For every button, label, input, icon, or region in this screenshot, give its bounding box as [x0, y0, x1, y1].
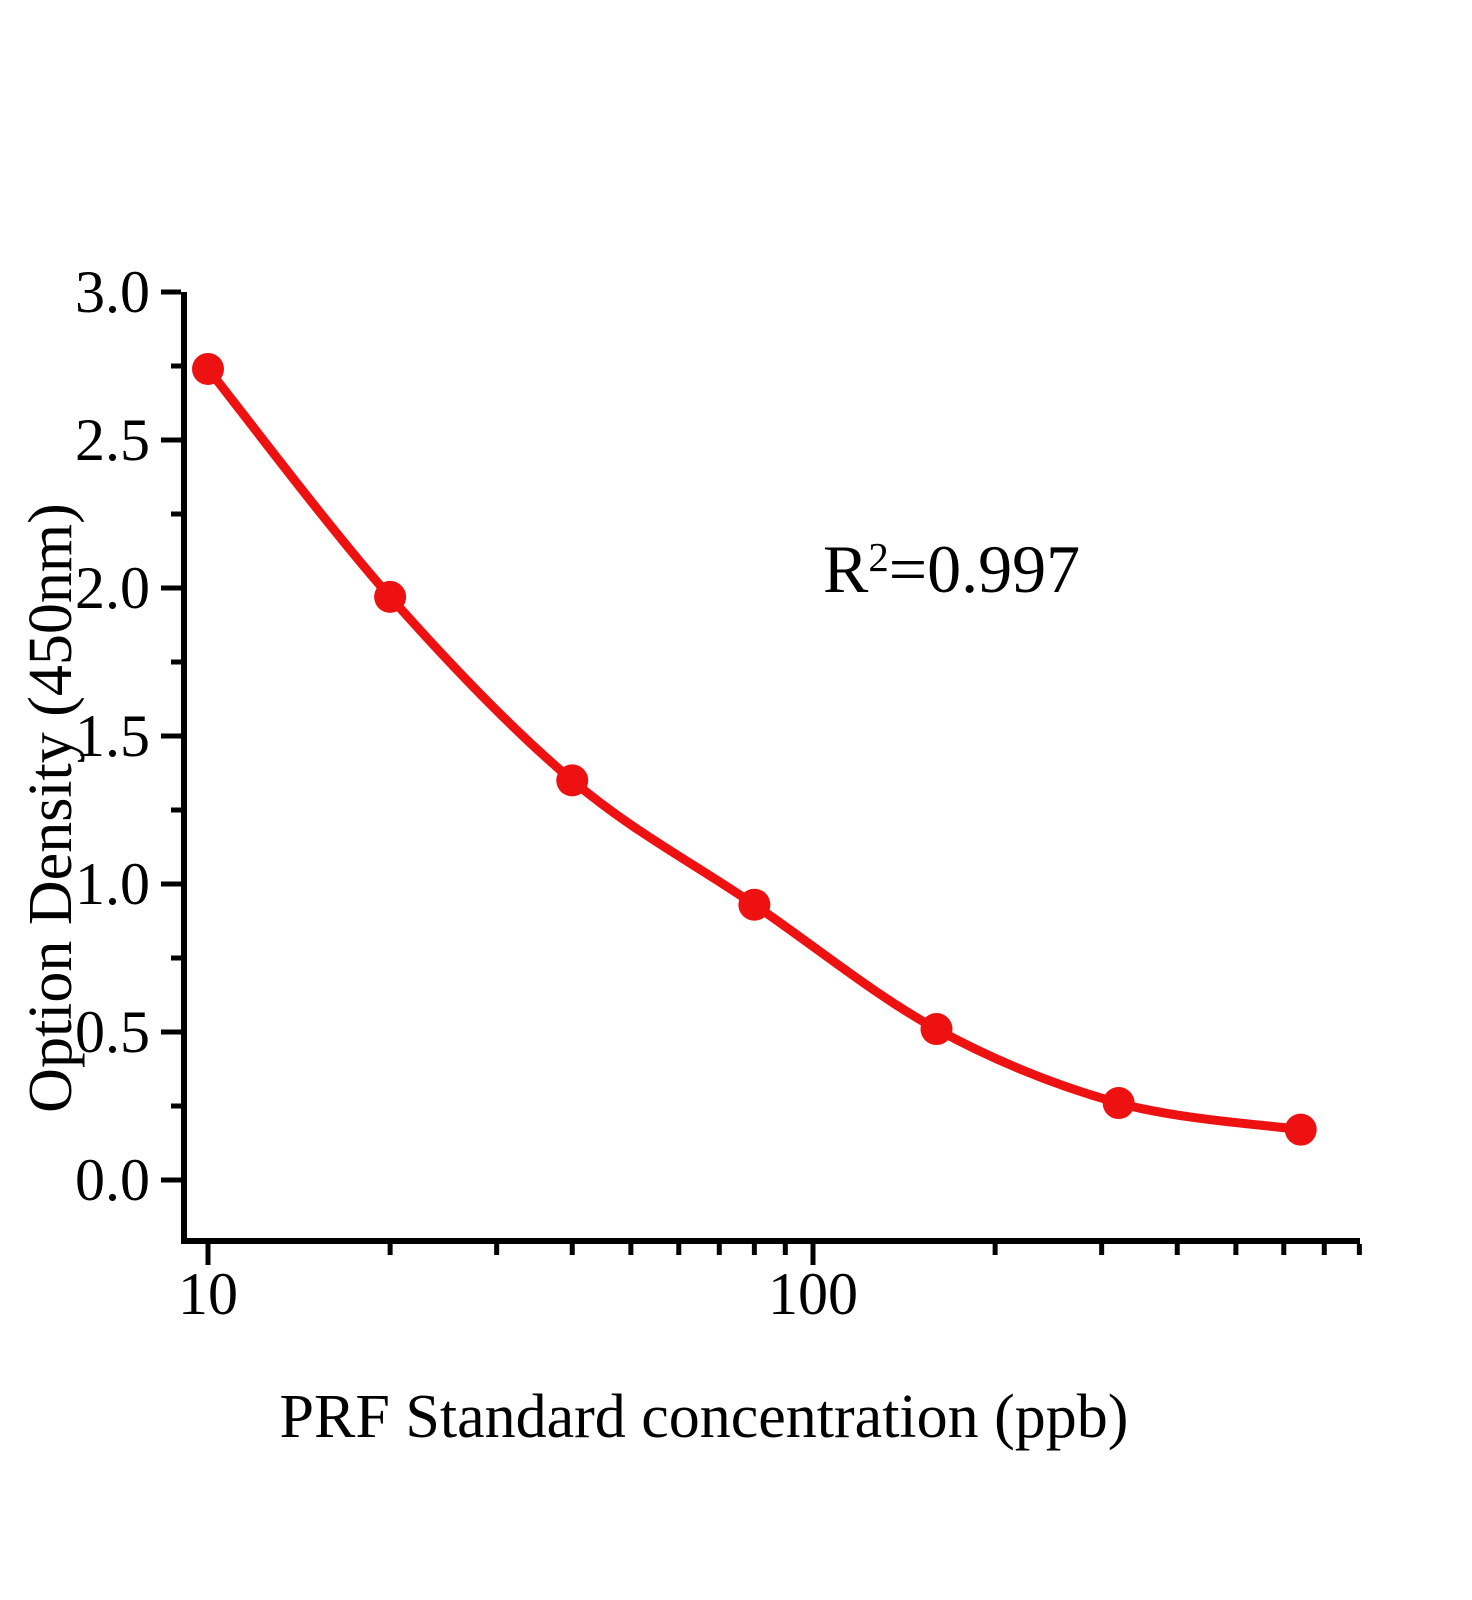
y-tick-label: 2.0	[75, 555, 150, 621]
r-squared-value: =0.997	[888, 531, 1081, 607]
y-tick-label: 0.0	[75, 1147, 150, 1213]
r-squared-annotation: R2=0.997	[823, 531, 1080, 617]
data-point-marker	[738, 888, 771, 921]
x-tick-label: 10	[178, 1261, 238, 1327]
data-point-marker	[1102, 1087, 1135, 1120]
data-point-marker	[920, 1013, 953, 1046]
r-squared-base: R	[823, 531, 869, 607]
x-axis-title: PRF Standard concentration (ppb)	[279, 1383, 1129, 1451]
y-tick-label: 0.5	[75, 999, 150, 1065]
y-tick-label: 1.0	[75, 851, 150, 917]
data-point-marker	[556, 764, 589, 797]
y-tick-label: 3.0	[75, 259, 150, 325]
data-point-marker	[374, 580, 407, 613]
r-squared-exponent: 2	[868, 534, 889, 580]
y-axis-title: Option Density (450nm)	[17, 503, 85, 1113]
y-tick-label: 1.5	[75, 703, 150, 769]
fit-curve	[203, 364, 1306, 1135]
data-point-marker	[1284, 1113, 1317, 1146]
data-point-marker	[192, 352, 224, 385]
y-tick-label: 2.5	[75, 407, 150, 473]
x-tick-label: 100	[768, 1261, 858, 1327]
